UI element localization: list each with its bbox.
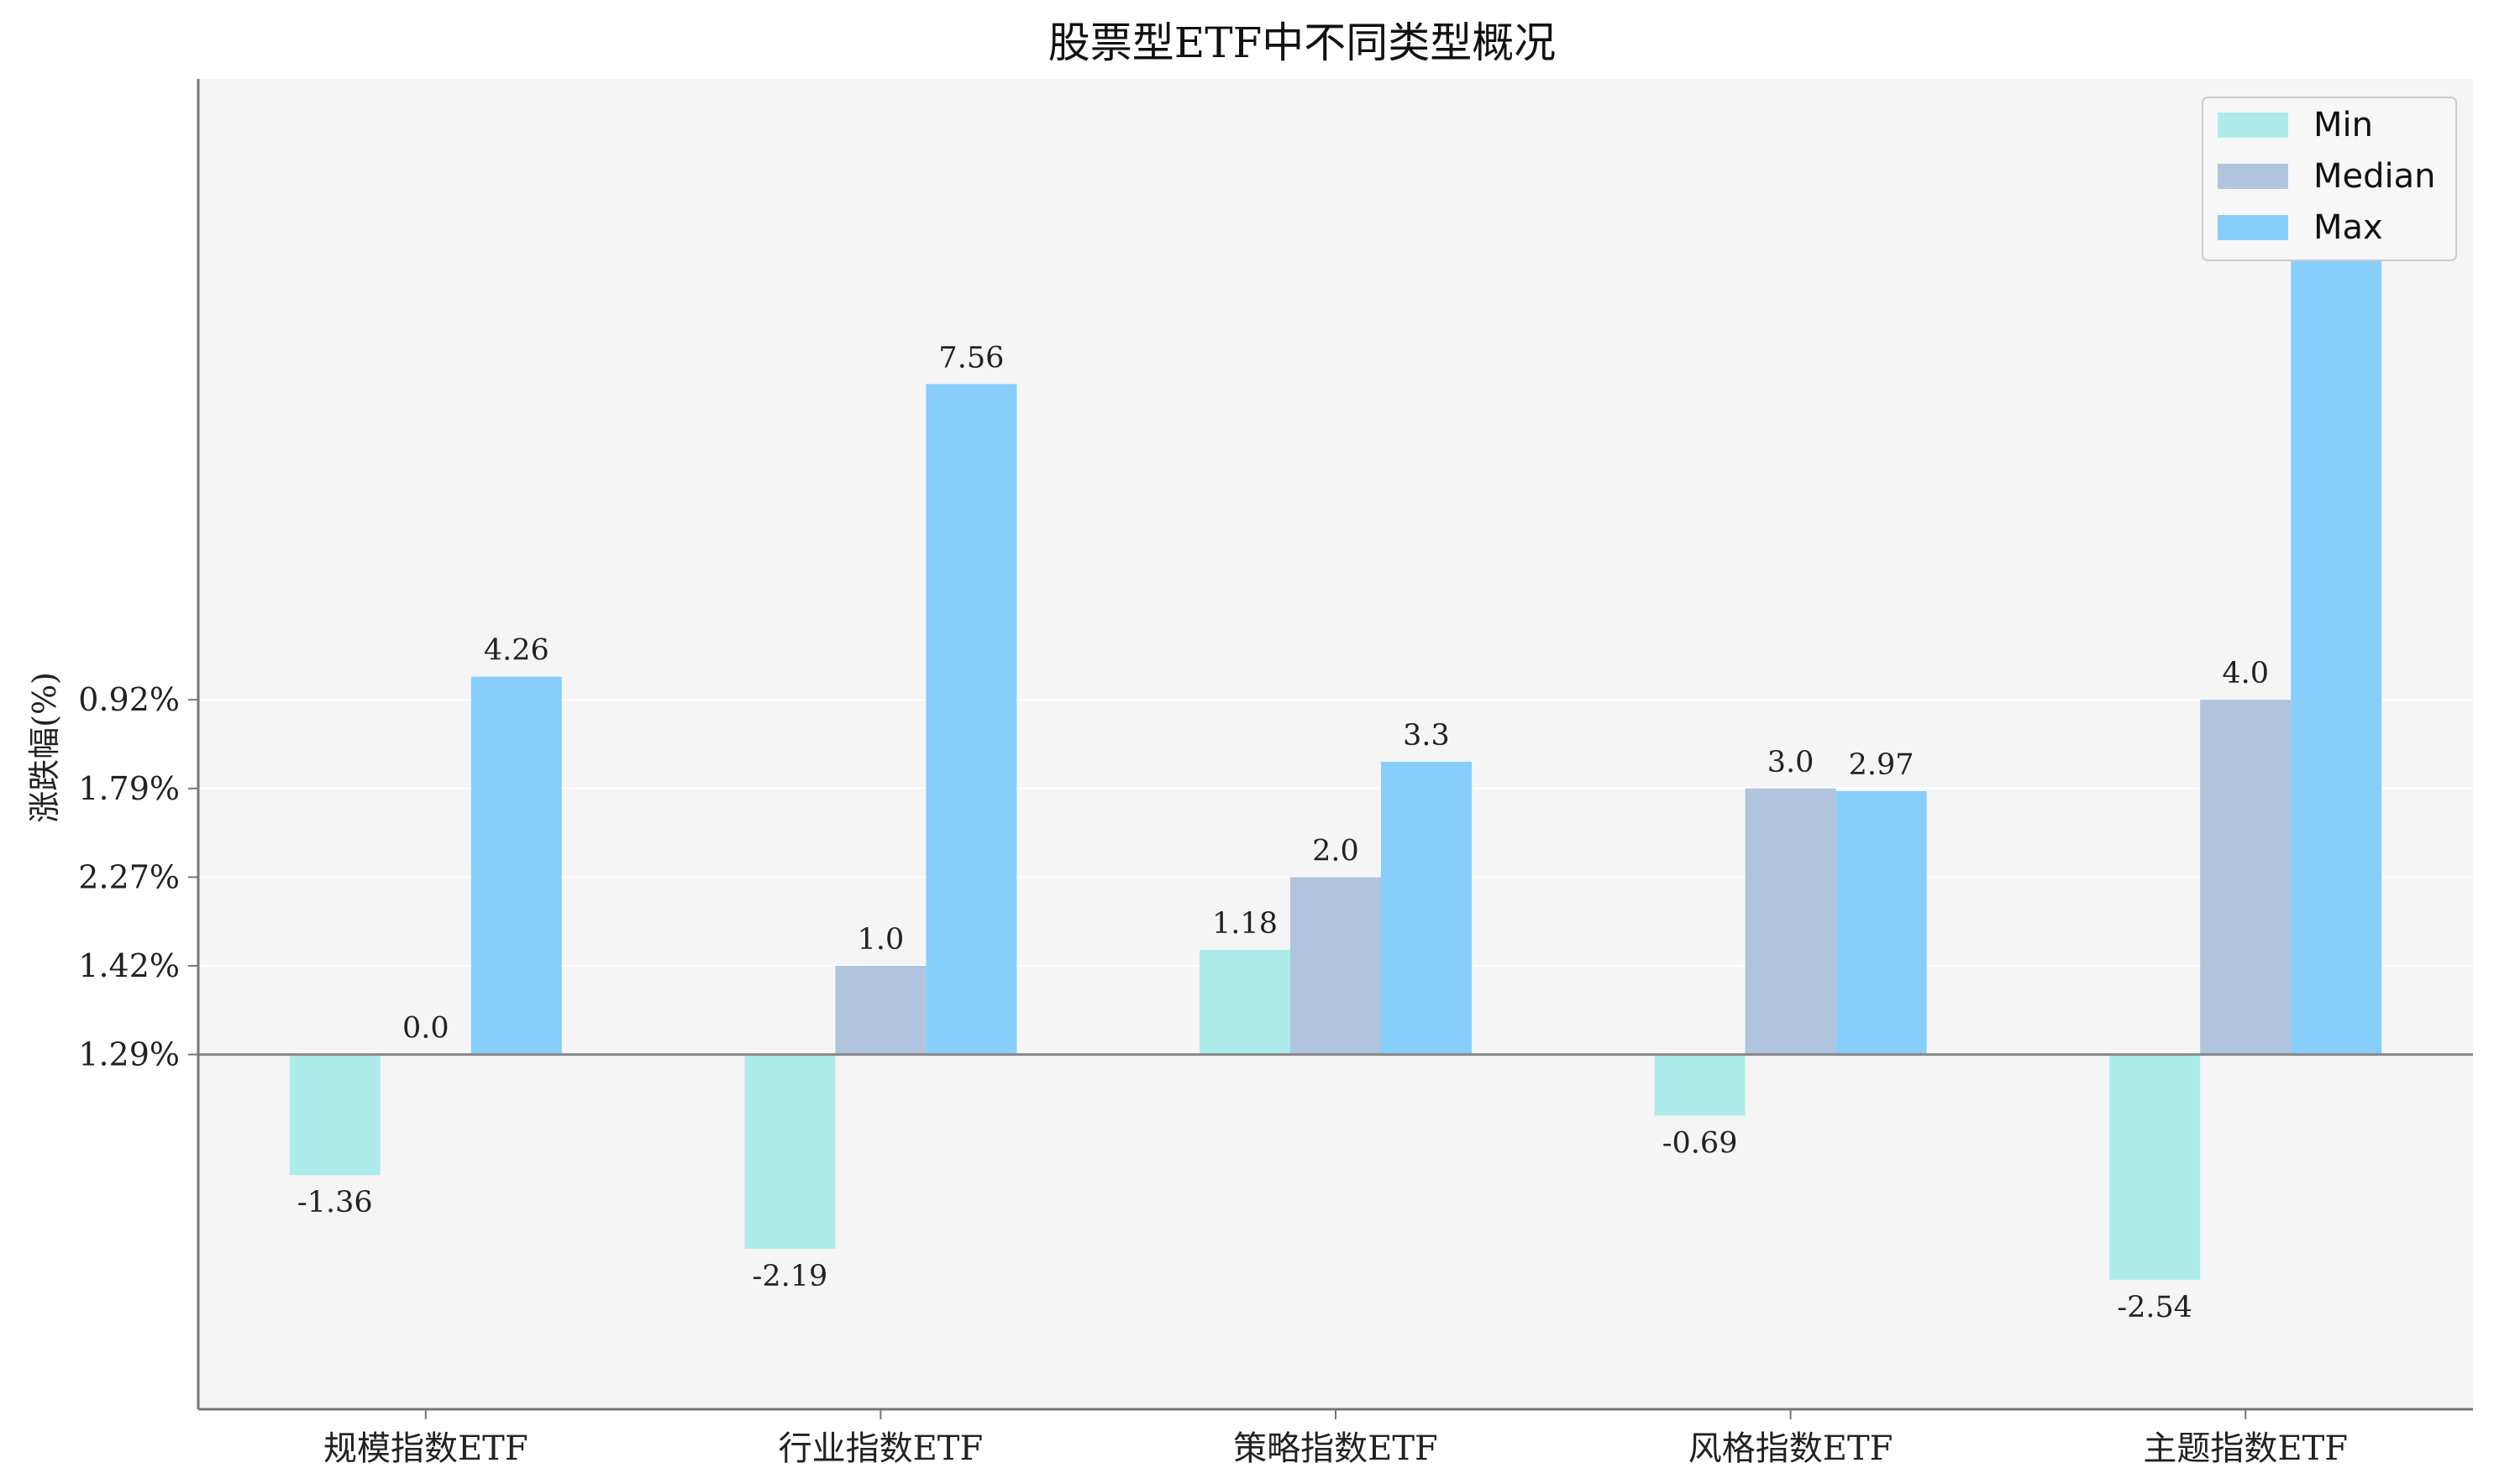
- x-tick-label: 风格指数ETF: [1688, 1429, 1893, 1468]
- bar-median: [2200, 700, 2292, 1055]
- y-tick-label: 1.79%: [78, 770, 180, 807]
- value-label: -2.54: [2117, 1291, 2192, 1324]
- bars: [289, 251, 2382, 1280]
- bar-min: [1654, 1054, 1746, 1116]
- chart-title: 股票型ETF中不同类型概况: [1048, 18, 1557, 67]
- legend-label: Max: [2313, 208, 2383, 247]
- bar-max: [470, 676, 562, 1055]
- bar-max: [926, 384, 1017, 1055]
- value-label: 3.3: [1403, 719, 1450, 752]
- bar-max: [1835, 790, 1927, 1055]
- value-label: 3.0: [1767, 746, 1814, 779]
- legend-swatch: [2218, 113, 2288, 138]
- value-label: 2.97: [1849, 748, 1914, 782]
- value-label: 1.18: [1212, 907, 1278, 941]
- legend-label: Min: [2313, 106, 2373, 144]
- value-label: 4.26: [484, 634, 549, 668]
- x-tick-label: 规模指数ETF: [323, 1429, 528, 1468]
- value-label: -0.69: [1662, 1126, 1738, 1160]
- value-label: 4.0: [2222, 657, 2269, 690]
- y-tick-label: 1.42%: [78, 947, 180, 984]
- bar-min: [2109, 1054, 2201, 1280]
- y-ticks: 1.29% 1.42% 2.27% 1.79% 0.92%: [78, 681, 198, 1073]
- bar-max: [1381, 762, 1472, 1055]
- bar-median: [835, 966, 927, 1055]
- x-tick-label: 主题指数ETF: [2143, 1429, 2348, 1468]
- plot-background: [198, 79, 2473, 1409]
- y-axis-label: 涨跌幅(%): [26, 672, 63, 823]
- value-label: 1.0: [858, 923, 905, 957]
- legend-swatch: [2218, 215, 2288, 240]
- bar-max: [2291, 251, 2382, 1055]
- legend: Min Median Max: [2202, 97, 2457, 261]
- value-label: -2.19: [753, 1260, 828, 1293]
- x-tick-label: 策略指数ETF: [1233, 1429, 1438, 1468]
- x-tick-label: 行业指数ETF: [779, 1429, 984, 1468]
- bar-min: [744, 1054, 836, 1249]
- legend-label: Median: [2313, 157, 2436, 196]
- bar-min: [289, 1054, 381, 1176]
- value-label: 7.56: [938, 341, 1004, 375]
- y-tick-label: 0.92%: [78, 681, 180, 718]
- value-label: 2.0: [1312, 834, 1359, 868]
- bar-median: [1745, 788, 1836, 1055]
- bar-median: [1290, 877, 1381, 1055]
- value-label: 0.0: [402, 1012, 449, 1046]
- y-tick-label: 1.29%: [78, 1036, 180, 1073]
- bar-min: [1200, 949, 1290, 1055]
- value-label: -1.36: [297, 1186, 373, 1219]
- y-tick-label: 2.27%: [78, 858, 180, 895]
- legend-swatch: [2218, 164, 2288, 189]
- x-ticks: 规模指数ETF 行业指数ETF 策略指数ETF 风格指数ETF 主题指数ETF: [323, 1409, 2348, 1468]
